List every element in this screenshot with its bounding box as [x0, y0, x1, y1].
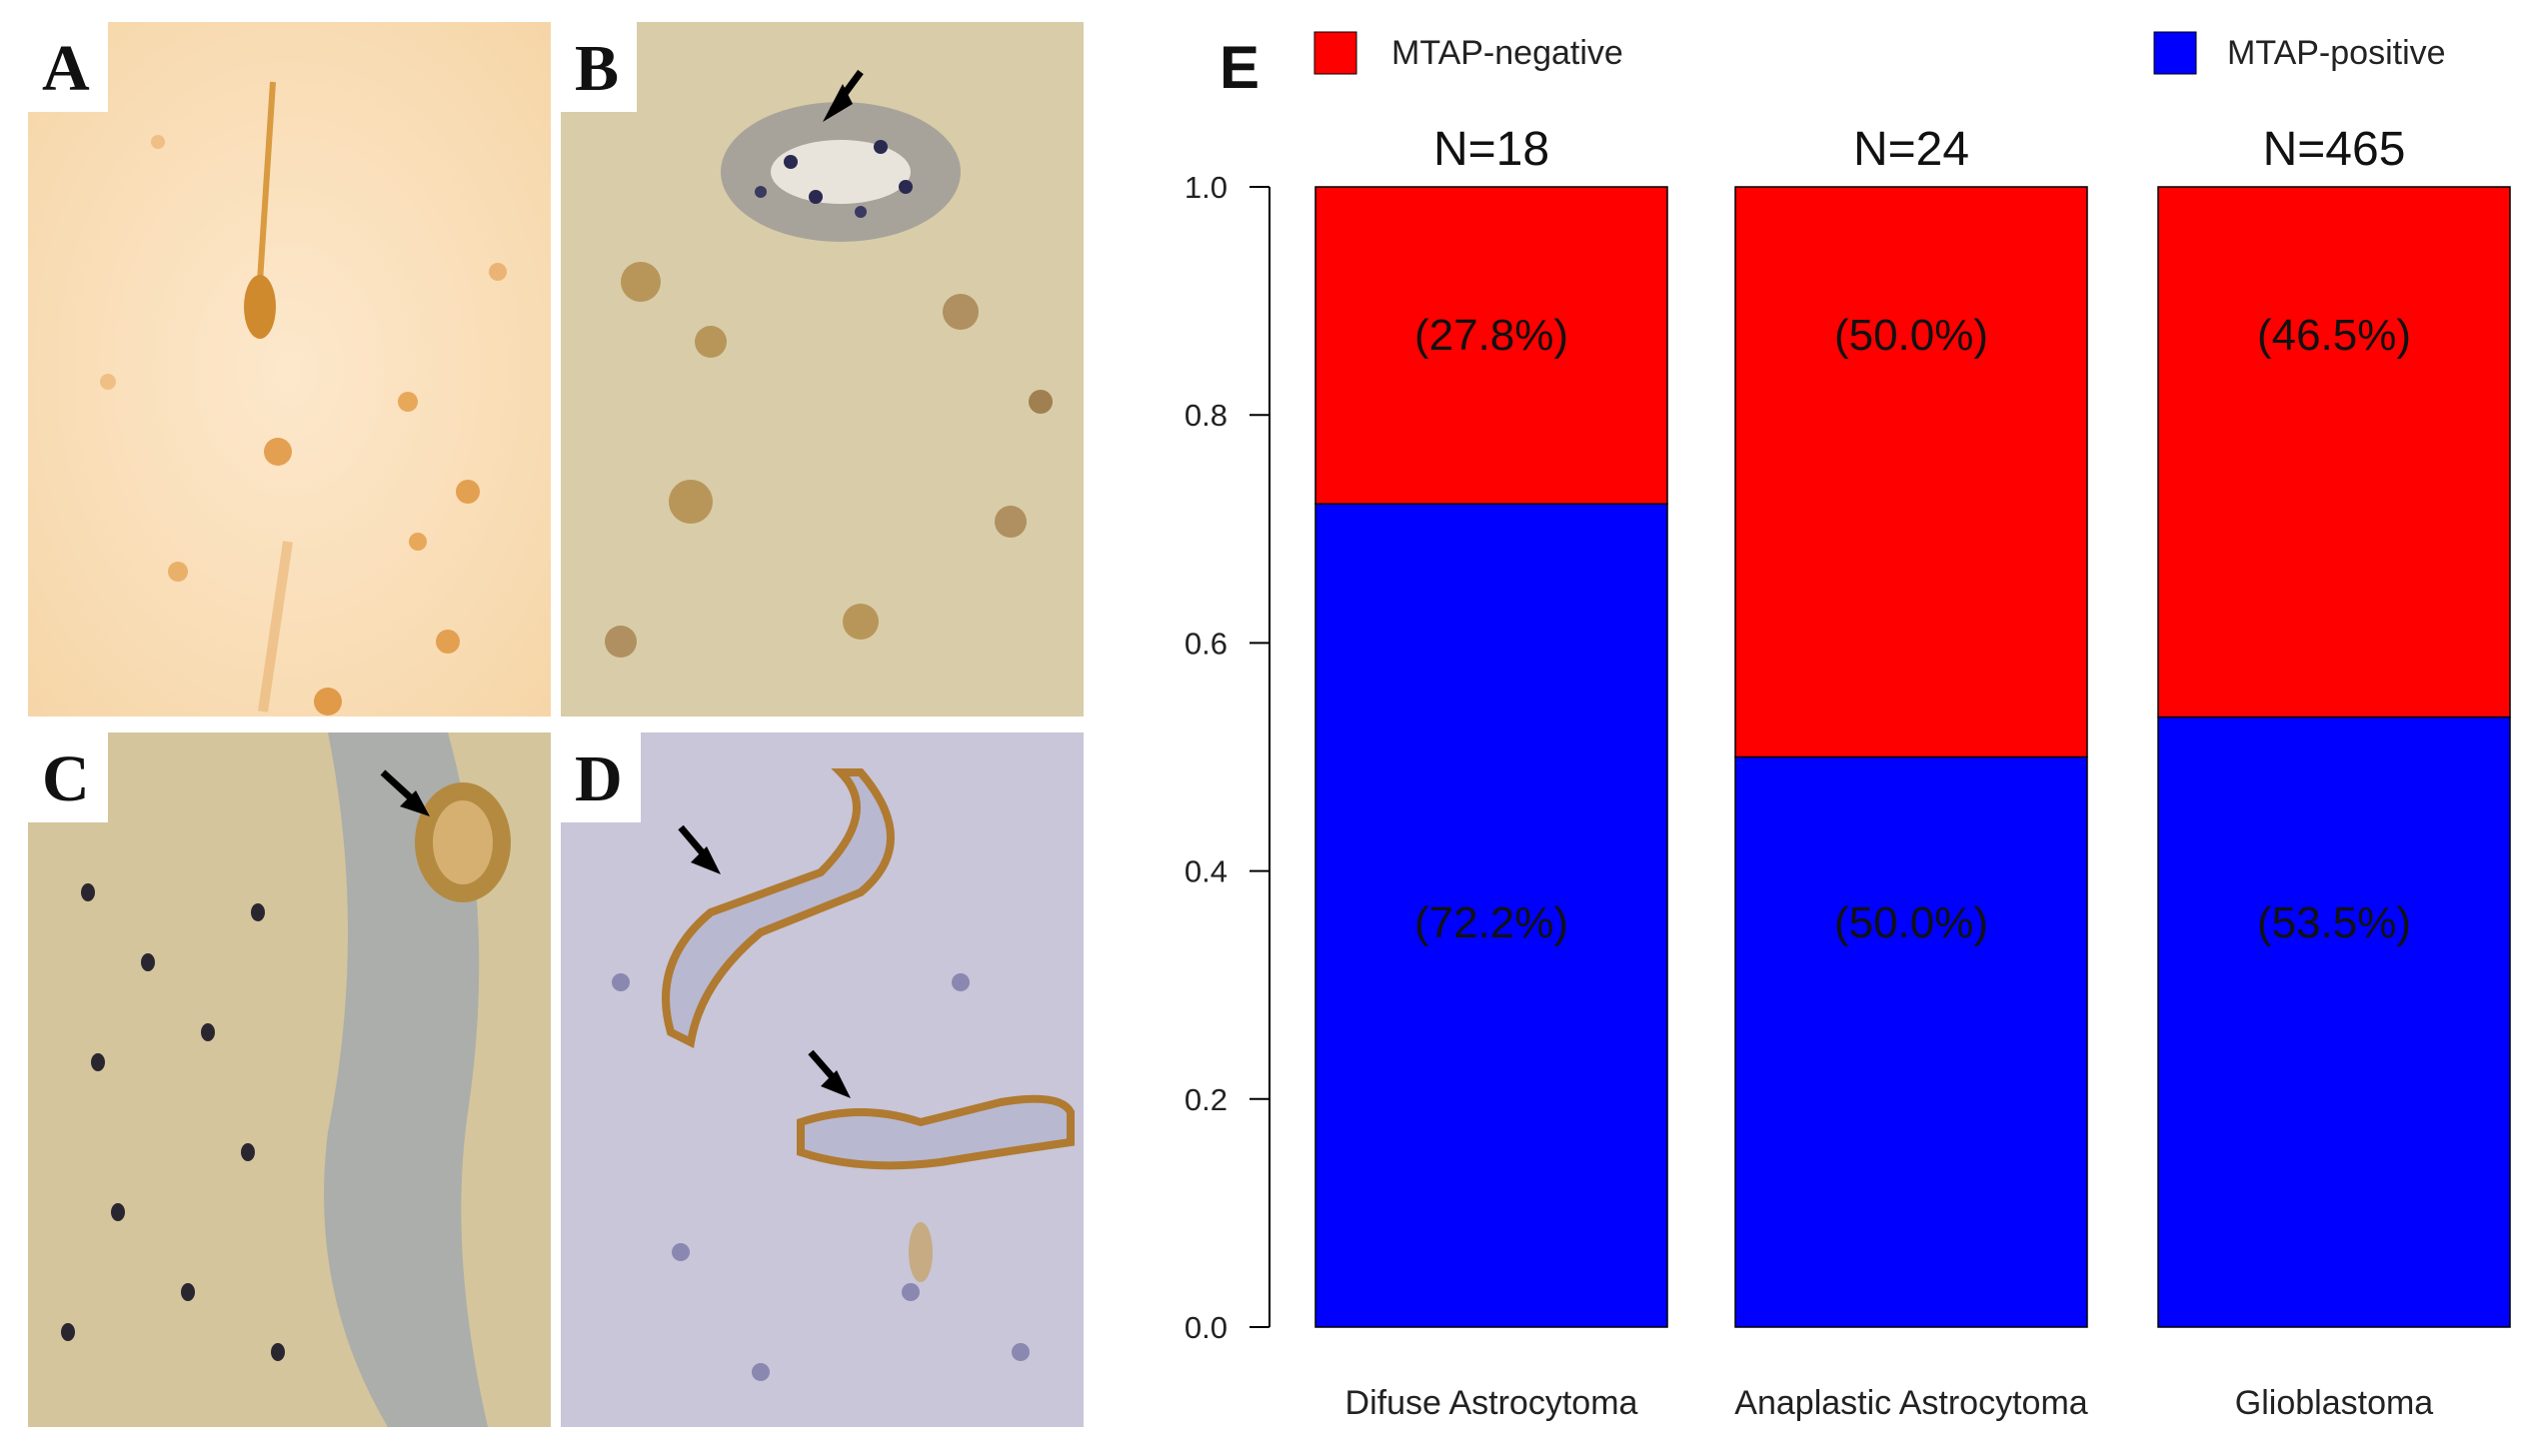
- bar-label-positive: (72.2%): [1414, 898, 1568, 947]
- bar-segment-negative: [1314, 186, 1668, 505]
- panel-letter-e: E: [1220, 34, 1260, 101]
- bar-n-label: N=18: [1433, 123, 1549, 176]
- micrograph-b-image: [561, 22, 1084, 717]
- micrograph-panel-d: D: [561, 732, 1084, 1427]
- bar-n-label: N=465: [2263, 123, 2406, 176]
- micrograph-panel-a: A: [28, 22, 551, 717]
- panel-letter-b: B: [561, 22, 638, 112]
- legend-swatch-positive: [2153, 31, 2197, 75]
- chart-legend: MTAP-negative MTAP-positive: [1313, 31, 2446, 75]
- bar-n-label: N=24: [1853, 123, 1969, 176]
- bar-segment-negative: [1734, 186, 2088, 758]
- legend-label-positive: MTAP-positive: [2227, 34, 2446, 72]
- y-tick-label: 0.0: [1185, 1310, 1228, 1345]
- micrograph-d-image: [561, 732, 1084, 1427]
- panel-letter-a: A: [28, 22, 108, 112]
- micrograph-panel-c: C: [28, 732, 551, 1427]
- bar-label-positive: (53.5%): [2257, 898, 2411, 947]
- stacked-bar-chart: E MTAP-negative MTAP-positive 0.00.20.40…: [1185, 31, 2511, 1422]
- micrograph-panel-b: B: [561, 22, 1084, 717]
- bar-label-negative: (50.0%): [1834, 311, 1988, 360]
- x-category-label: Glioblastoma: [2235, 1384, 2434, 1422]
- bar-segment-positive: [1734, 755, 2088, 1328]
- bar-label-positive: (50.0%): [1834, 898, 1988, 947]
- panel-letter-d: D: [561, 732, 641, 822]
- x-category-label: Anaplastic Astrocytoma: [1734, 1384, 2087, 1422]
- bar-label-negative: (27.8%): [1414, 311, 1568, 360]
- bars-group: (27.8%) (72.2%) N=18 Difuse Astrocytoma (50.…: [1314, 123, 2511, 1422]
- bar-segment-negative: [2157, 186, 2511, 719]
- y-tick-label: 0.6: [1185, 626, 1228, 661]
- x-category-label: Difuse Astrocytoma: [1345, 1384, 1638, 1422]
- legend-label-negative: MTAP-negative: [1391, 34, 1623, 72]
- y-tick-label: 0.8: [1185, 398, 1228, 433]
- micrograph-a-image: [28, 22, 551, 717]
- y-tick-label: 0.4: [1185, 854, 1228, 889]
- y-tick-label: 1.0: [1185, 170, 1228, 205]
- bar-segment-positive: [2157, 716, 2511, 1328]
- bar-label-negative: (46.5%): [2257, 311, 2411, 360]
- bar-segment-positive: [1314, 503, 1668, 1328]
- y-tick-label: 0.2: [1185, 1082, 1228, 1117]
- panel-letter-c: C: [28, 732, 108, 822]
- micrograph-c-image: [28, 732, 551, 1427]
- legend-swatch-negative: [1313, 31, 1357, 75]
- y-axis: 0.0 0.2 0.4 0.6 0.8 1.0: [1185, 170, 1270, 1345]
